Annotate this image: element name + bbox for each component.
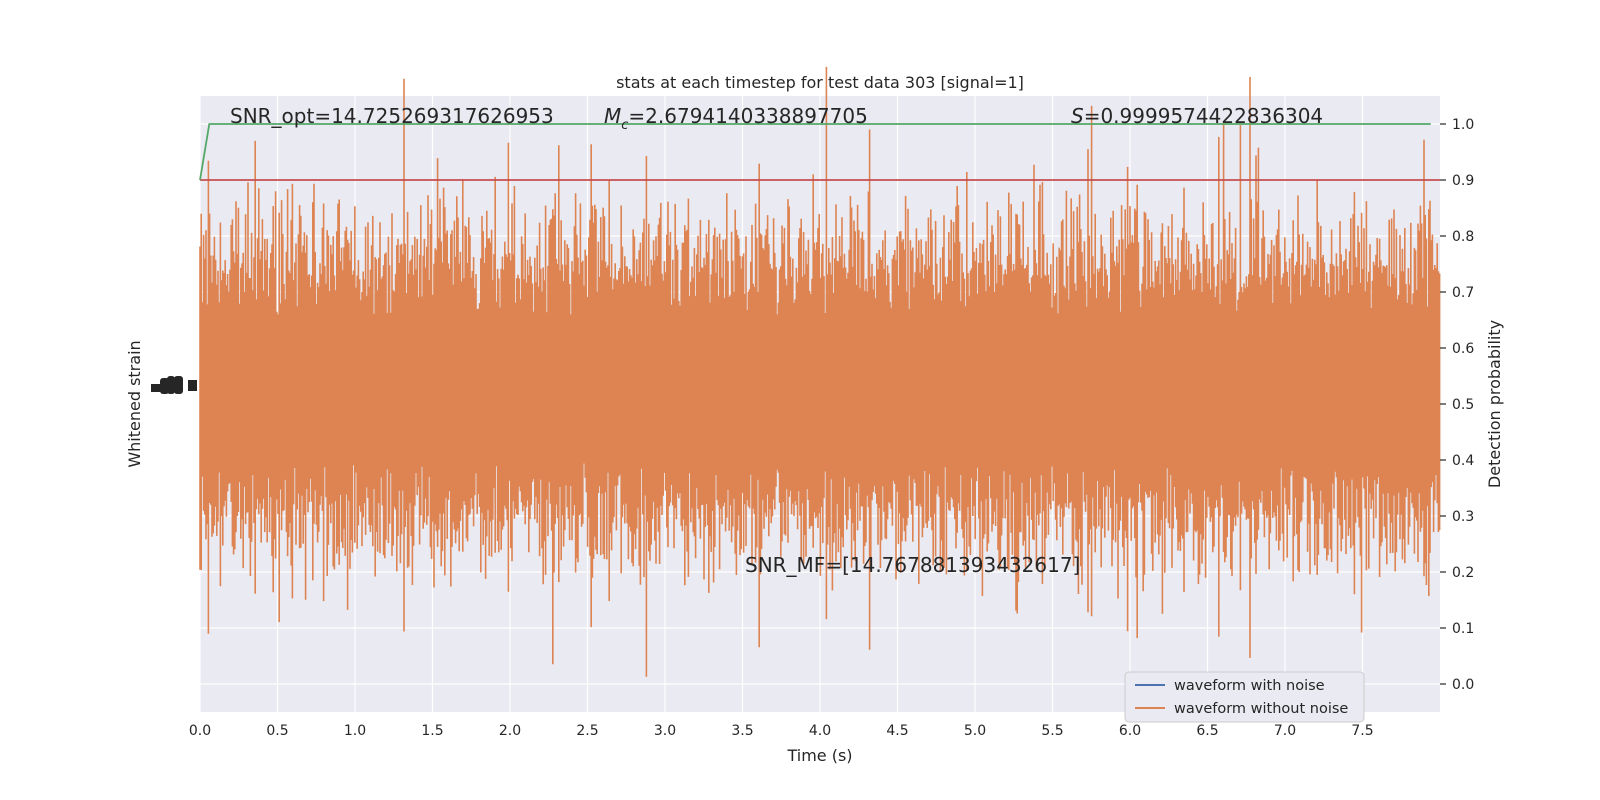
- probability-lines: [199, 123, 1440, 181]
- s-value: =0.9999574422836304: [1084, 104, 1323, 128]
- waveform-core-band: [200, 314, 1440, 455]
- legend-box: [1124, 671, 1365, 723]
- chirp-mass-subscript: c: [621, 118, 628, 133]
- y-axis-right-title: Detection probability: [1485, 320, 1504, 488]
- x-tick-label-4: 2.0: [499, 723, 521, 739]
- legend: waveform with noise waveform without noi…: [1124, 671, 1365, 723]
- annotation-s: S=0.9999574422836304: [1071, 104, 1323, 128]
- x-tick-label-1: 0.5: [266, 723, 288, 739]
- annotation-snr-mf: SNR_MF=[14.767881393432617]: [745, 553, 1080, 577]
- waveform-without-noise-series: [199, 66, 1441, 677]
- x-tick-label-0: 0.0: [189, 723, 211, 739]
- x-tick-label-13: 6.5: [1196, 723, 1218, 739]
- x-tick-label-3: 1.5: [421, 723, 443, 739]
- y-tick-label-8: 0.8: [1452, 229, 1474, 245]
- x-tick-label-7: 3.5: [731, 723, 753, 739]
- y-tick-label-2: 0.2: [1452, 565, 1474, 581]
- annotation-chirp-mass: Mc=2.6794140338897705: [604, 104, 868, 133]
- x-tick-label-2: 1.0: [344, 723, 366, 739]
- legend-label-without-noise: waveform without noise: [1174, 701, 1348, 717]
- annotation-snr-opt: SNR_opt=14.725269317626953: [230, 104, 554, 128]
- probability-line: [199, 123, 1431, 181]
- y-tick-label-1: 0.1: [1452, 621, 1474, 637]
- x-tick-label-8: 4.0: [809, 723, 831, 739]
- s-symbol: S: [1071, 104, 1084, 128]
- chart-title: stats at each timestep for test data 303…: [616, 73, 1024, 92]
- y-tick-label-10: 1.0: [1452, 117, 1474, 133]
- x-tick-label-10: 5.0: [964, 723, 986, 739]
- y-tick-label-4: 0.4: [1452, 453, 1474, 469]
- x-axis-ticks: 0.0 0.5 1.0 1.5 2.0 2.5 3.0 3.5 4.0 4.5 5.0 5.5 6.0 6…: [189, 723, 1374, 739]
- y-axis-left-title: Whitened strain: [125, 340, 144, 467]
- x-tick-label-14: 7.0: [1274, 723, 1296, 739]
- y-tick-label-5: 0.5: [1452, 397, 1474, 413]
- y-tick-label-7: 0.7: [1452, 285, 1474, 301]
- legend-label-with-noise: waveform with noise: [1174, 678, 1325, 694]
- y-axis-right-ticks: 0.0 0.1 0.2 0.3 0.4 0.5 0.6 0.7 0.8 0.9 1.0: [1440, 117, 1474, 693]
- y-tick-label-0: 0.0: [1452, 677, 1474, 693]
- x-tick-label-5: 2.5: [576, 723, 598, 739]
- x-tick-label-15: 7.5: [1351, 723, 1373, 739]
- x-tick-label-6: 3.0: [654, 723, 676, 739]
- y-tick-label-9: 0.9: [1452, 173, 1474, 189]
- y-tick-label-6: 0.6: [1452, 341, 1474, 357]
- chirp-mass-value: =2.6794140338897705: [628, 104, 867, 128]
- chirp-mass-symbol: M: [604, 104, 621, 128]
- x-tick-label-12: 6.0: [1119, 723, 1141, 739]
- x-tick-label-9: 4.5: [886, 723, 908, 739]
- x-tick-label-11: 5.5: [1041, 723, 1063, 739]
- left-axis-overlapping-ticks: [151, 376, 197, 394]
- y-tick-label-3: 0.3: [1452, 509, 1474, 525]
- x-axis-title: Time (s): [786, 746, 852, 765]
